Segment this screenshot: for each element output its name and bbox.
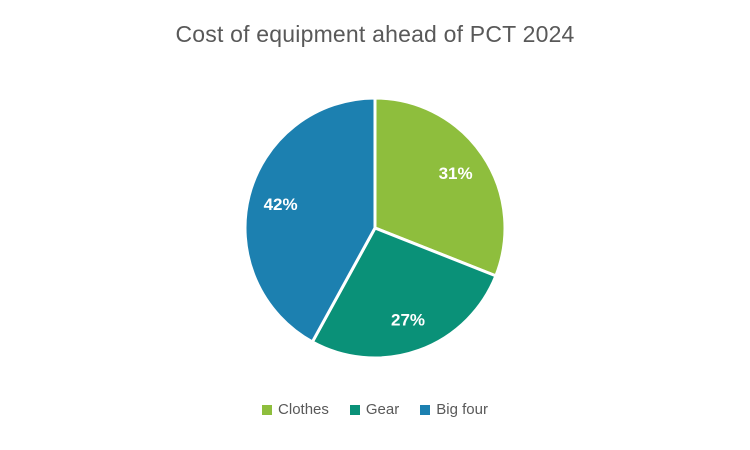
legend-label-big-four: Big four (436, 401, 488, 418)
legend-label-gear: Gear (365, 401, 400, 418)
chart-title: Cost of equipment ahead of PCT 2024 (175, 21, 575, 47)
legend-item-big-four: Big four (420, 402, 488, 417)
chart-legend: Clothes Gear Big four (0, 402, 750, 417)
data-label-gear: 27% (391, 311, 425, 330)
legend-item-clothes: Clothes (262, 402, 329, 417)
legend-swatch-clothes (262, 404, 273, 415)
data-label-clothes: 31% (439, 164, 473, 183)
legend-swatch-big-four (420, 404, 431, 415)
data-label-big-four: 42% (264, 195, 298, 214)
legend-item-gear: Gear (349, 401, 400, 418)
pie-slice-big-four (243, 96, 377, 344)
pie-slice-clothes (373, 96, 507, 278)
legend-label-clothes: Clothes (278, 401, 329, 418)
legend-swatch-gear (349, 404, 360, 415)
